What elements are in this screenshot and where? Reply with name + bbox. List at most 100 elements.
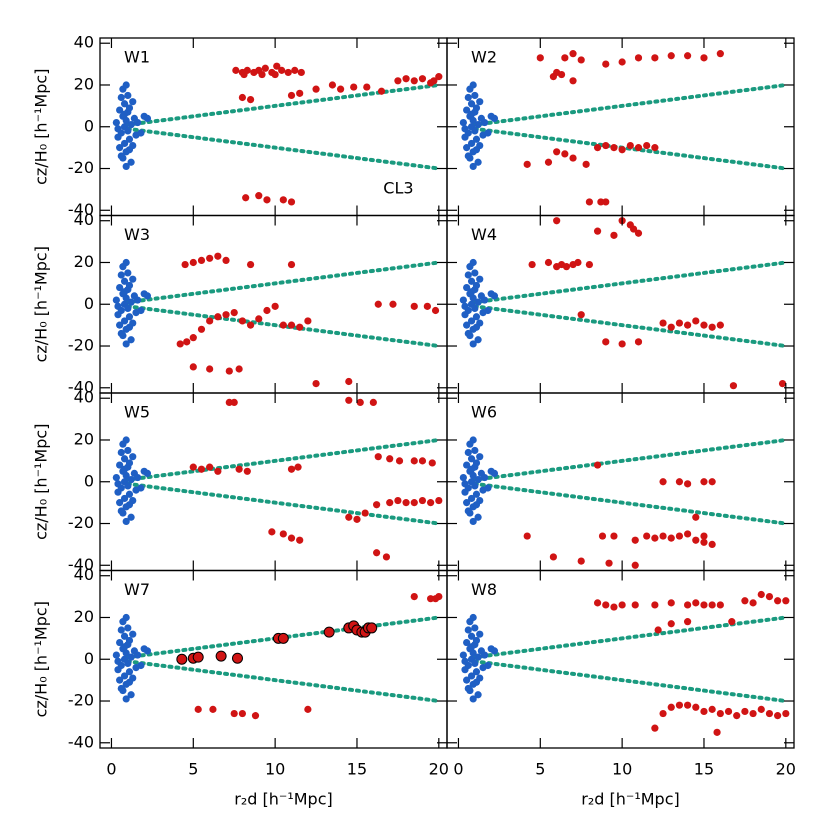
point — [124, 91, 132, 100]
point — [476, 453, 484, 461]
point — [557, 70, 566, 79]
point — [471, 446, 479, 455]
point — [472, 668, 481, 676]
point — [124, 446, 132, 455]
point — [464, 448, 472, 457]
point — [124, 659, 132, 668]
point — [122, 436, 130, 444]
point — [593, 144, 602, 152]
point — [467, 139, 476, 148]
guide-line — [472, 437, 788, 482]
point — [116, 676, 124, 684]
y-tick-label: -40 — [68, 377, 94, 396]
point — [389, 300, 397, 308]
point — [561, 54, 569, 62]
point — [549, 553, 557, 561]
point — [602, 338, 610, 346]
point — [428, 459, 436, 467]
point — [667, 323, 675, 331]
panel-label: W6 — [471, 403, 497, 422]
x-tick-label: 5 — [188, 760, 198, 779]
point — [279, 530, 287, 538]
point — [134, 118, 142, 127]
point — [463, 283, 471, 292]
point — [474, 298, 482, 306]
point — [279, 321, 287, 329]
point — [287, 534, 296, 542]
guide-line — [472, 304, 788, 349]
point — [708, 478, 716, 486]
point — [137, 661, 145, 670]
point — [476, 275, 484, 283]
point — [206, 317, 214, 325]
y-tick-label: 0 — [84, 294, 94, 313]
point — [122, 695, 130, 703]
point — [261, 64, 269, 72]
point — [189, 463, 197, 471]
point — [484, 484, 492, 492]
point — [463, 144, 471, 152]
point — [461, 302, 469, 310]
point — [659, 709, 667, 718]
point — [423, 302, 431, 310]
point — [684, 701, 692, 709]
point — [471, 269, 479, 277]
annotation: CL3 — [383, 178, 413, 197]
point — [467, 317, 476, 325]
guide-line — [472, 481, 788, 526]
point — [127, 121, 135, 129]
point — [127, 336, 135, 344]
point — [472, 323, 481, 331]
point — [459, 296, 467, 304]
point — [222, 311, 230, 319]
point — [189, 334, 197, 342]
point — [410, 593, 418, 601]
point — [345, 377, 353, 386]
point — [749, 709, 757, 718]
point — [700, 707, 708, 716]
panel — [112, 593, 443, 720]
point — [569, 154, 577, 162]
point — [484, 129, 492, 137]
point — [214, 467, 222, 475]
point — [410, 457, 418, 465]
point — [427, 499, 435, 507]
point — [757, 590, 765, 599]
point — [268, 528, 276, 536]
point — [114, 125, 122, 133]
ringed-point — [192, 651, 204, 663]
ringed-point — [231, 652, 243, 664]
point — [574, 258, 582, 267]
y-tick-label: 0 — [84, 649, 94, 668]
panel-label: W5 — [124, 403, 150, 422]
point — [214, 313, 222, 321]
point — [585, 260, 594, 269]
point — [708, 323, 716, 331]
point — [626, 141, 634, 150]
y-tick-label: -40 — [68, 732, 94, 751]
point — [206, 365, 214, 373]
point — [258, 70, 266, 79]
point — [122, 340, 130, 348]
point — [114, 480, 122, 488]
point — [523, 532, 531, 540]
point — [410, 77, 418, 85]
point — [418, 457, 427, 465]
point — [474, 158, 482, 166]
point — [431, 306, 440, 315]
point — [255, 315, 263, 323]
point — [127, 513, 135, 521]
point — [476, 98, 484, 106]
point — [124, 269, 132, 277]
point — [667, 703, 675, 711]
point — [373, 501, 381, 509]
point — [692, 703, 700, 711]
y-tick-label: 20 — [74, 252, 94, 271]
point — [602, 60, 610, 68]
point — [472, 104, 481, 112]
point — [472, 135, 481, 143]
point — [472, 281, 481, 290]
point — [474, 476, 482, 484]
point — [461, 480, 469, 488]
point — [263, 196, 271, 204]
